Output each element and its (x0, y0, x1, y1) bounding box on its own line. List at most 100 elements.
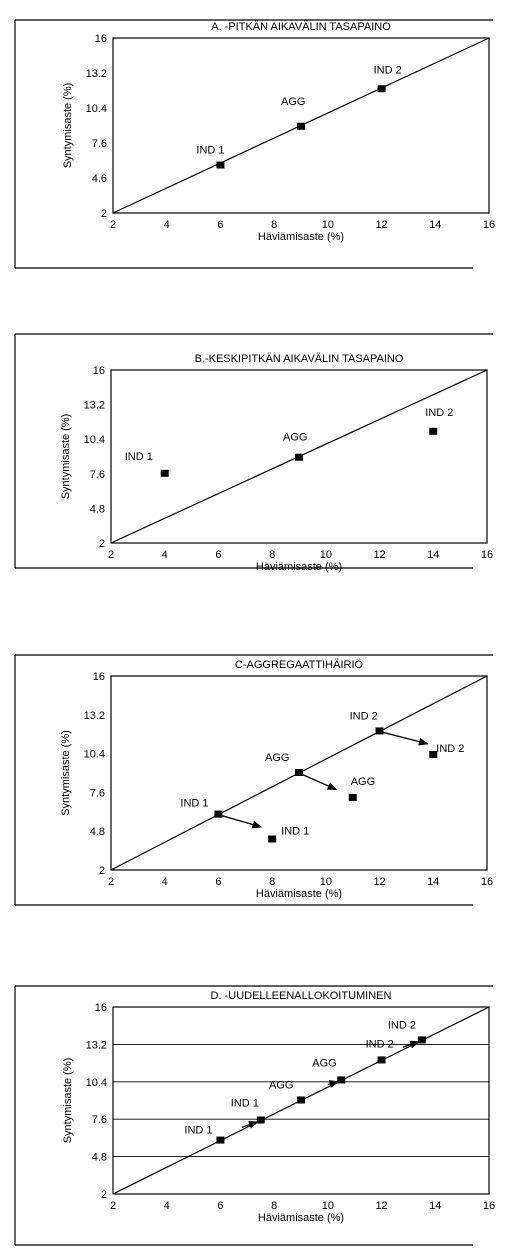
x-tick-label: 14 (429, 1200, 441, 1212)
x-tick-label: 8 (271, 219, 277, 231)
y-tick-label: 2 (101, 1189, 107, 1201)
y-tick-label: 4.8 (92, 1152, 107, 1164)
point-label: IND 1 (125, 451, 153, 463)
x-tick-label: 4 (162, 549, 168, 561)
data-point (417, 1036, 426, 1044)
data-point (429, 427, 438, 435)
plot-area (110, 369, 488, 544)
chart-title: A. -PITKÄN AIKAVÄLIN TASAPAINO (211, 21, 391, 33)
x-tick-label: 8 (269, 876, 275, 888)
x-tick-label: 2 (108, 876, 114, 888)
point-label: IND 2 (388, 1019, 416, 1031)
point-label: IND 1 (196, 145, 224, 157)
y-tick-label: 10.4 (86, 103, 107, 115)
x-tick-label: 14 (427, 549, 439, 561)
x-tick-label: 16 (481, 876, 493, 888)
y-tick-label: 4.8 (90, 503, 105, 515)
y-tick-label: 16 (93, 365, 105, 377)
x-tick-label: 2 (110, 219, 116, 231)
y-tick-label: 10.4 (84, 434, 105, 446)
x-tick-label: 10 (322, 1200, 334, 1212)
plot-area (112, 37, 490, 214)
data-point (295, 769, 303, 776)
data-point (348, 793, 357, 801)
x-tick-label: 16 (483, 219, 495, 231)
y-tick-label: 7.6 (92, 138, 107, 150)
y-tick-label: 16 (95, 33, 107, 45)
data-point (375, 727, 384, 735)
x-tick-label: 14 (427, 876, 439, 888)
y-tick-label: 10.4 (84, 749, 105, 761)
data-point (268, 835, 277, 843)
chart-title: D. -UUDELLEENALLOKOITUMINEN (211, 990, 392, 1002)
point-label: AGG (283, 432, 307, 444)
data-point (160, 469, 169, 477)
x-tick-label: 12 (373, 549, 385, 561)
data-point (377, 1056, 386, 1064)
data-point (216, 1136, 225, 1144)
x-tick-label: 2 (110, 1200, 116, 1212)
y-tick-label: 7.6 (92, 1114, 107, 1126)
shift-arrow (298, 772, 338, 791)
x-tick-label: 16 (481, 549, 493, 561)
shift-arrow (379, 730, 429, 746)
x-tick-label: 6 (215, 549, 221, 561)
point-label: AGG (269, 1080, 293, 1092)
y-tick-label: 4.6 (92, 173, 107, 185)
data-point (297, 1096, 305, 1104)
x-tick-label: 16 (483, 1200, 495, 1212)
x-tick-label: 6 (215, 876, 221, 888)
chart-panel-4: D. -UUDELLEENALLOKOITUMINEN 2 4 6 8 10 12 14 16 2… (14, 985, 495, 1246)
point-label: IND 2 (436, 743, 464, 755)
y-tick-label: 2 (101, 208, 107, 220)
point-label: AGG (312, 1057, 336, 1069)
y-tick-label: 4.8 (90, 826, 105, 838)
y-tick-label: 13.2 (86, 1039, 107, 1051)
y-tick-label: 10.4 (86, 1077, 107, 1089)
shift-arrow (327, 1080, 340, 1088)
y-tick-label: 13.2 (84, 710, 105, 722)
point-label: IND 2 (366, 1038, 394, 1050)
x-tick-label: 8 (271, 1200, 277, 1212)
y-axis-label: Syntymisaste (%) (60, 414, 72, 500)
plot-area (112, 1006, 490, 1195)
point-label: IND 2 (374, 64, 402, 76)
x-axis-label: Häviämisaste (%) (256, 888, 342, 900)
x-tick-label: 4 (164, 219, 170, 231)
y-axis-label: Syntymisaste (%) (62, 83, 74, 169)
y-axis-label: Syntymisaste (%) (60, 730, 72, 816)
x-tick-label: 10 (320, 549, 332, 561)
y-tick-label: 7.6 (90, 469, 105, 481)
x-tick-label: 14 (429, 219, 441, 231)
x-tick-label: 4 (164, 1200, 170, 1212)
chart-panel-1: A. -PITKÄN AIKAVÄLIN TASAPAINO 2 4 6 8 10 12 14… (14, 19, 495, 269)
x-tick-label: 12 (375, 1200, 387, 1212)
shift-arrow (241, 1120, 259, 1129)
chart-panel-3: C-AGGREGAATTIHÄIRIÖ 2 4 6 8 10 12 14 16 2 4.8 7.6 10… (14, 654, 493, 906)
x-axis-label: Häviämisaste (%) (258, 1212, 344, 1224)
x-axis-label: Häviämisaste (%) (256, 561, 342, 573)
point-label: AGG (281, 96, 305, 108)
x-tick-label: 12 (373, 876, 385, 888)
shift-arrow (218, 813, 263, 829)
y-tick-label: 13.2 (84, 400, 105, 412)
x-axis-label: Häviämisaste (%) (258, 231, 344, 243)
x-tick-label: 4 (162, 876, 168, 888)
shift-arrow (402, 1040, 421, 1049)
point-label: IND 2 (350, 710, 378, 722)
x-tick-label: 12 (375, 219, 387, 231)
point-label: IND 1 (180, 798, 208, 810)
x-tick-label: 10 (320, 876, 332, 888)
point-label: IND 2 (425, 407, 453, 419)
y-tick-label: 7.6 (90, 787, 105, 799)
data-point (377, 85, 386, 93)
y-tick-label: 13.2 (86, 68, 107, 80)
point-label: AGG (351, 776, 375, 788)
data-point (216, 161, 225, 169)
point-label: AGG (265, 752, 289, 764)
point-label: IND 1 (281, 826, 309, 838)
chart-title: C-AGGREGAATTIHÄIRIÖ (235, 659, 364, 671)
data-point (214, 810, 223, 818)
chart-panel-2: B.-KESKIPITKÄN AIKAVÄLIN TASAPAINO 2 4 6 8 10… (14, 333, 493, 573)
